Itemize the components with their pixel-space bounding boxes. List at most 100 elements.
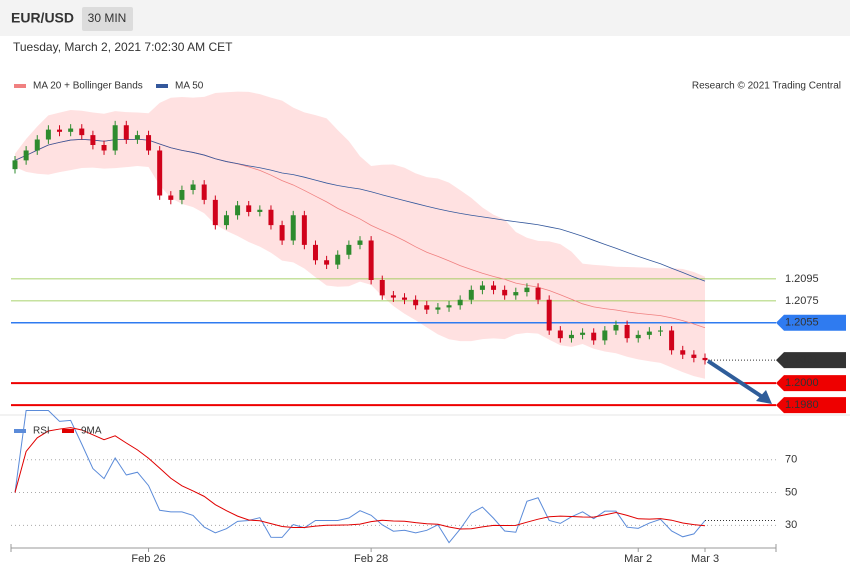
candle-body xyxy=(134,135,140,140)
candle-body xyxy=(146,135,152,151)
candle-body xyxy=(591,332,597,341)
candle-body xyxy=(379,280,385,296)
candle-body xyxy=(268,209,274,226)
candle-body xyxy=(524,287,530,293)
legend-label: MA 20 + Bollinger Bands xyxy=(33,81,143,92)
legend-label: 9MA xyxy=(81,426,102,437)
candle-body xyxy=(335,254,341,265)
candle-body xyxy=(223,215,229,226)
candle-body xyxy=(235,205,241,216)
candle-body xyxy=(669,330,675,351)
candle-body xyxy=(702,357,708,361)
candle-body xyxy=(368,240,374,280)
interval[interactable]: 30 MIN xyxy=(88,11,127,25)
candle-body xyxy=(602,330,608,341)
x-tick-label: Mar 2 xyxy=(624,553,652,565)
ma50-line xyxy=(14,138,706,282)
level-label-box xyxy=(776,352,846,369)
y-tick-label: 50 xyxy=(785,486,797,498)
y-tick-label: 70 xyxy=(785,454,797,466)
candle-body xyxy=(257,209,263,212)
candle-body xyxy=(23,150,29,161)
candle-body xyxy=(568,334,574,339)
candle-body xyxy=(624,325,630,339)
legend-swatch xyxy=(156,84,168,88)
candle-body xyxy=(12,160,18,170)
candle-body xyxy=(279,225,285,241)
candle-body xyxy=(346,244,352,255)
x-tick-label: Feb 28 xyxy=(354,553,388,565)
candle-body xyxy=(479,285,485,290)
candle-body xyxy=(112,125,118,151)
candle-body xyxy=(468,289,474,300)
candle-body xyxy=(513,292,519,296)
candle-body xyxy=(680,350,686,355)
level-label: 1.2095 xyxy=(785,273,819,285)
bollinger-band xyxy=(15,91,705,379)
candle-body xyxy=(157,150,163,196)
candle-body xyxy=(179,190,185,200)
candle-body xyxy=(290,215,296,241)
candle-body xyxy=(502,289,508,296)
candle-body xyxy=(413,299,419,306)
candle-body xyxy=(212,199,218,226)
forecast-arrow-head xyxy=(756,390,772,404)
candle-body xyxy=(123,125,129,140)
x-tick-label: Feb 26 xyxy=(131,553,165,565)
level-label-box xyxy=(776,397,846,414)
rsi-line xyxy=(14,409,706,544)
candle-body xyxy=(90,135,96,145)
level-label: 1.1980 xyxy=(785,399,819,411)
timestamp: Tuesday, March 2, 2021 7:02:30 AM CET xyxy=(13,40,233,54)
candle-body xyxy=(546,299,552,331)
level-label: 1.2000 xyxy=(785,377,819,389)
candle-body xyxy=(45,129,51,140)
candle-body xyxy=(390,295,396,298)
candle-body xyxy=(301,215,307,245)
forecast-arrow xyxy=(706,359,766,400)
candle-body xyxy=(246,205,252,212)
candle-body xyxy=(657,330,663,332)
candle-body xyxy=(101,145,107,151)
candle-body xyxy=(357,240,363,245)
candle-body xyxy=(613,325,619,331)
candle-body xyxy=(168,195,174,200)
legend-swatch xyxy=(14,429,26,433)
level-label-box xyxy=(776,375,846,392)
candle-body xyxy=(57,129,63,132)
level-label: 1.2075 xyxy=(785,295,819,307)
candle-body xyxy=(535,287,541,300)
candle-body xyxy=(68,128,74,132)
candle-body xyxy=(491,285,497,290)
header-bar xyxy=(0,0,850,36)
candle-body xyxy=(457,299,463,306)
candle-body xyxy=(201,184,207,200)
legend-swatch xyxy=(62,429,74,433)
source: Research © 2021 Trading Central xyxy=(692,81,841,92)
candle-body xyxy=(34,139,40,151)
candle-body xyxy=(635,334,641,339)
candle-body xyxy=(79,128,85,136)
candle-body xyxy=(324,260,330,265)
interval-box[interactable] xyxy=(82,7,133,31)
candle-body xyxy=(580,332,586,335)
legend-label: RSI xyxy=(33,426,50,437)
candle-body xyxy=(446,305,452,308)
candle-body xyxy=(691,354,697,358)
candle-body xyxy=(646,331,652,335)
candle-body xyxy=(557,330,563,339)
level-label: 1.2021 xyxy=(785,354,819,366)
legend-swatch xyxy=(14,84,26,88)
rsi-ma-line xyxy=(14,427,706,530)
level-label-box xyxy=(776,314,846,331)
candle-body xyxy=(435,307,441,310)
plot-layer: 1.2095 1.2075 1.2055 1.2021 1.2000 1.1980 30 50… xyxy=(10,81,846,565)
candle-body xyxy=(190,184,196,190)
legend-label: MA 50 xyxy=(175,81,204,92)
symbol: EUR/USD xyxy=(11,10,74,26)
level-label: 1.2055 xyxy=(785,317,819,329)
candle-body xyxy=(312,244,318,261)
y-tick-label: 30 xyxy=(785,519,797,531)
